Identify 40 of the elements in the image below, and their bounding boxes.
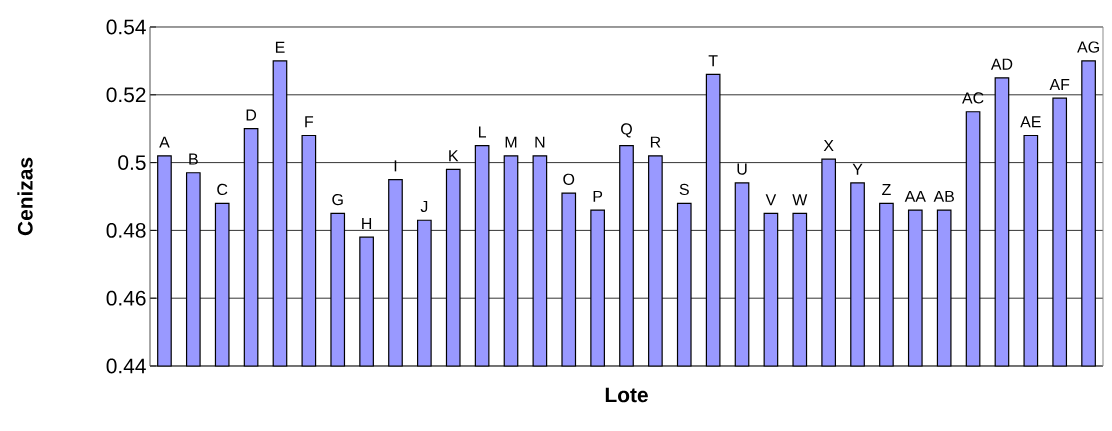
y-tick-label: 0.54 xyxy=(106,19,146,35)
y-axis-title: Cenizas xyxy=(17,157,33,236)
x-tick-label: S xyxy=(679,183,689,196)
x-tick-label: A xyxy=(159,136,170,148)
y-tick-label: 0.44 xyxy=(106,358,146,374)
x-tick-label: G xyxy=(332,193,343,206)
x-tick-label: T xyxy=(708,55,718,67)
x-tick-label: F xyxy=(305,116,314,128)
x-tick-label: E xyxy=(275,41,285,53)
x-tick-label: I xyxy=(394,160,397,172)
x-tick-label: Q xyxy=(621,123,632,138)
x-axis-title: Lote xyxy=(605,387,648,403)
x-tick-label: W xyxy=(792,194,808,206)
y-tick-label: 0.46 xyxy=(106,290,146,306)
x-tick-label: AD xyxy=(990,58,1013,70)
y-tick-label: 0.52 xyxy=(106,87,146,103)
x-tick-label: Y xyxy=(852,163,863,175)
x-tick-label: AG xyxy=(1077,41,1099,53)
x-tick-label: K xyxy=(449,150,459,162)
x-tick-label: AB xyxy=(933,190,954,202)
x-tick-label: J xyxy=(420,200,428,213)
x-tick-label: M xyxy=(505,136,517,148)
x-tick-label: O xyxy=(563,173,575,185)
x-tick-label: U xyxy=(737,163,747,175)
x-tick-label: AE xyxy=(1020,116,1041,128)
x-tick-label: AC xyxy=(962,92,984,104)
x-tick-label: AF xyxy=(1049,79,1070,90)
x-tick-label: H xyxy=(362,218,372,229)
x-tick-label: V xyxy=(765,194,777,206)
x-tick-label: P xyxy=(593,190,603,202)
x-tick-label: X xyxy=(823,140,834,152)
y-tick-label: 0.5 xyxy=(118,155,146,170)
x-tick-label: AA xyxy=(904,190,926,202)
x-tick-label: Z xyxy=(882,184,891,196)
x-tick-label: L xyxy=(478,126,487,138)
x-tick-label: N xyxy=(535,136,545,148)
x-tick-label: C xyxy=(217,183,228,196)
y-tick-label: 0.48 xyxy=(106,222,146,238)
x-tick-label: R xyxy=(650,136,661,148)
x-tick-label: D xyxy=(246,109,257,121)
